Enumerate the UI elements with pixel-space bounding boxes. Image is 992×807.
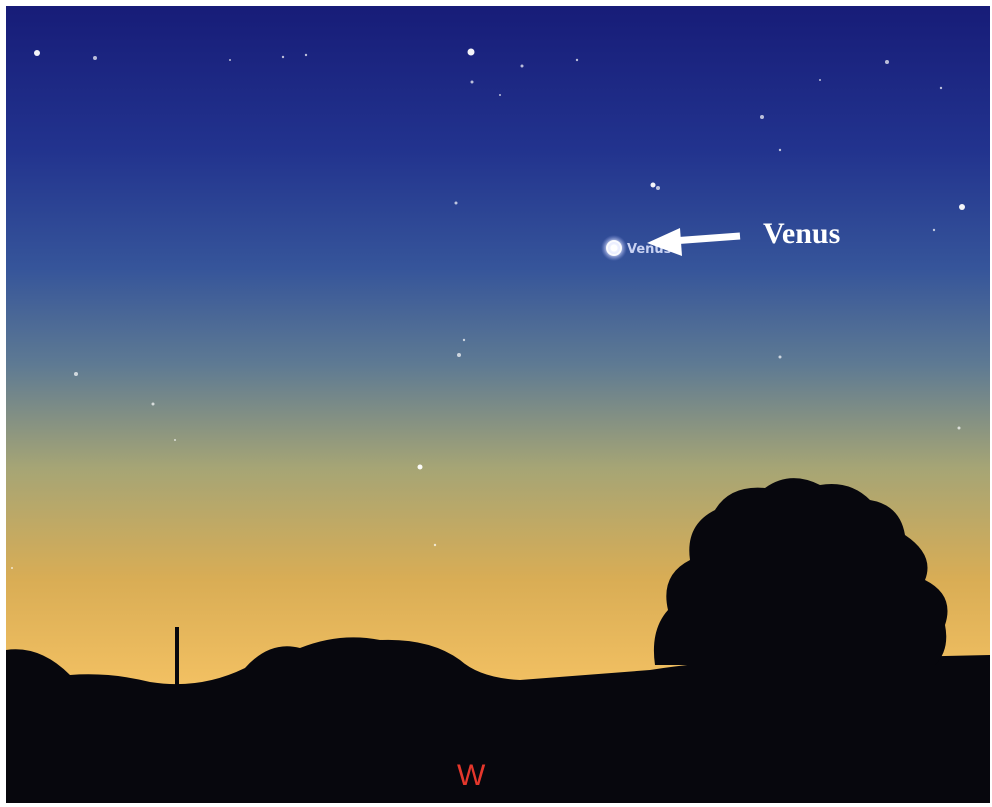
star [958,427,961,430]
pole [175,627,179,697]
page: {"annotation": {"label": "Venus"}, "plan… [0,0,992,807]
star [11,567,13,569]
star [933,229,935,231]
star [651,183,656,188]
star [576,59,578,61]
star [521,65,524,68]
star [74,372,78,376]
star [779,149,781,151]
planet [611,245,618,252]
star [656,186,660,190]
star [463,339,465,341]
star [471,81,474,84]
star [457,353,461,357]
star [305,54,307,56]
sky-photo: Venus Venus W [0,0,992,807]
star [760,115,764,119]
star [940,87,942,89]
star [34,50,40,56]
annotation-label: Venus [763,217,840,250]
arrow-shaft [672,236,740,241]
star [468,49,475,56]
star [959,204,965,210]
star [418,465,423,470]
star [93,56,97,60]
star [152,403,155,406]
star [174,439,176,441]
star [229,59,231,61]
star [455,202,458,205]
star [434,544,436,546]
compass-label: W [457,759,486,792]
star [779,356,782,359]
star [819,79,821,81]
star [499,94,501,96]
star [885,60,889,64]
star [282,56,284,58]
